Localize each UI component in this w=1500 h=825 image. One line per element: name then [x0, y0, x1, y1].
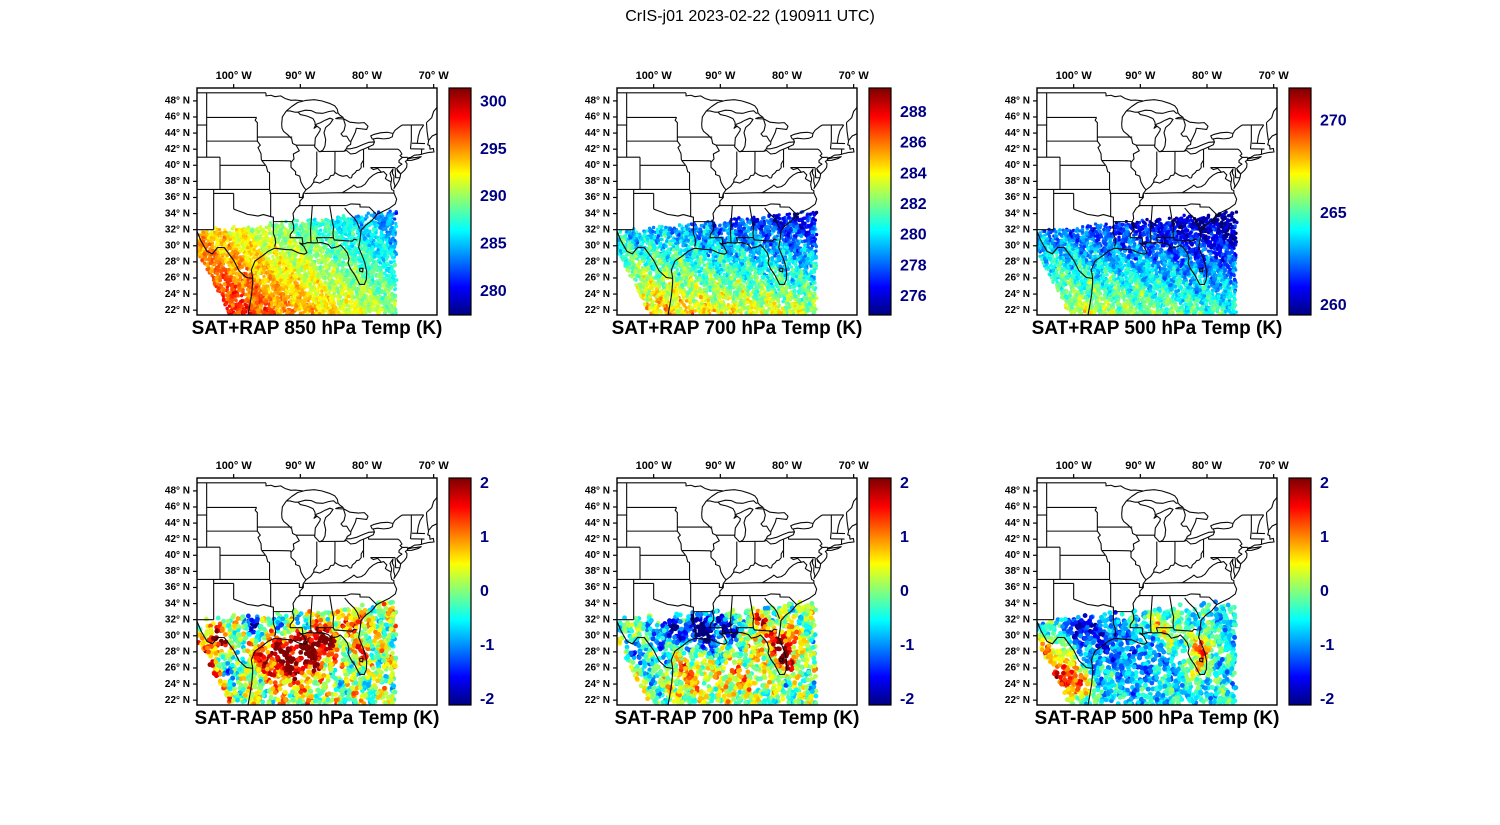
map-canvas-sat-plus-rap-500	[985, 58, 1357, 321]
panel-title: SAT+RAP 850 hPa Temp (K)	[191, 318, 443, 339]
panel-sat-minus-rap-700: SAT-RAP 700 hPa Temp (K)	[565, 448, 937, 750]
panel-sat-minus-rap-500: SAT-RAP 500 hPa Temp (K)	[985, 448, 1357, 750]
map-canvas-sat-minus-rap-850	[145, 448, 517, 711]
map-canvas-sat-plus-rap-700	[565, 58, 937, 321]
panel-title: SAT+RAP 500 hPa Temp (K)	[1031, 318, 1283, 339]
map-canvas-sat-minus-rap-700	[565, 448, 937, 711]
figure-title: CrIS-j01 2023-02-22 (190911 UTC)	[625, 8, 875, 25]
map-canvas-sat-minus-rap-500	[985, 448, 1357, 711]
map-canvas-sat-plus-rap-850	[145, 58, 517, 321]
panel-sat-plus-rap-500: SAT+RAP 500 hPa Temp (K)	[985, 58, 1357, 360]
panel-title: SAT-RAP 700 hPa Temp (K)	[614, 708, 860, 729]
panel-sat-plus-rap-700: SAT+RAP 700 hPa Temp (K)	[565, 58, 937, 360]
panel-sat-plus-rap-850: SAT+RAP 850 hPa Temp (K)	[145, 58, 517, 360]
panel-title: SAT-RAP 500 hPa Temp (K)	[1034, 708, 1280, 729]
panel-sat-minus-rap-850: SAT-RAP 850 hPa Temp (K)	[145, 448, 517, 750]
panel-title: SAT-RAP 850 hPa Temp (K)	[194, 708, 440, 729]
panel-title: SAT+RAP 700 hPa Temp (K)	[611, 318, 863, 339]
